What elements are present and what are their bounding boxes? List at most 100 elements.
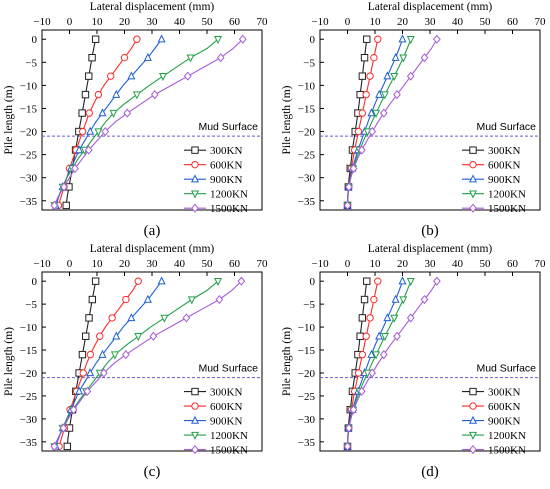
series-900KN: [343, 34, 407, 209]
data-point: [69, 405, 78, 415]
data-point: [122, 295, 130, 304]
chart-panel-4: −10 0 10 20 30 40 50 60 70 0 −5 −10 −15 −20 −25 −30 −35 L…: [281, 243, 546, 480]
y-tick-label: −15: [298, 345, 316, 357]
data-point: [366, 314, 374, 322]
series-line: [346, 280, 438, 447]
series-line: [53, 280, 219, 447]
x-tick-label: −10: [311, 258, 329, 270]
data-point: [75, 386, 84, 395]
legend-marker: [191, 444, 199, 455]
legend-entry: 1500KN: [184, 203, 248, 215]
x-tick-label: 0: [67, 258, 73, 270]
data-point: [362, 332, 370, 340]
legend-marker: [469, 387, 477, 396]
series-1200KN: [343, 277, 415, 452]
data-point: [393, 331, 401, 341]
data-point: [370, 295, 378, 304]
data-point: [370, 53, 378, 62]
series-300KN: [343, 277, 371, 451]
data-point: [368, 368, 377, 378]
mud-surface-label: Mud Surface: [476, 121, 536, 133]
y-tick-label: −10: [20, 322, 38, 334]
x-tick-label: −10: [33, 258, 51, 270]
series-line: [346, 39, 379, 206]
legend-entry: 900KN: [184, 416, 242, 428]
x-tick-label: 30: [425, 16, 437, 28]
data-point: [127, 313, 136, 322]
y-tick-label: −20: [20, 127, 38, 139]
data-point: [85, 72, 93, 80]
y-tick-label: −30: [20, 414, 38, 426]
legend-entry: 600KN: [462, 160, 520, 172]
chart-panel-2: −10 0 10 20 30 40 50 60 70 0 −5 −10 −15 −20 −25 −30 −35 L…: [281, 1, 546, 239]
y-tick-label: −35: [20, 437, 38, 449]
data-point: [110, 351, 119, 360]
data-point: [134, 277, 142, 285]
y-tick-label: −35: [298, 437, 316, 449]
x-tick-label: −10: [311, 16, 329, 28]
legend-entry: 1200KN: [184, 189, 248, 201]
x-tick-label: 10: [370, 258, 382, 270]
x-tick-label: 30: [147, 258, 159, 270]
series-line: [346, 281, 404, 447]
legend-label: 1200KN: [488, 430, 526, 442]
legend-label: 900KN: [210, 416, 242, 428]
data-point: [354, 369, 363, 377]
legend-label: 1200KN: [210, 430, 248, 442]
series-1200KN: [50, 36, 223, 211]
data-point: [398, 34, 407, 43]
x-tick-label: 60: [229, 16, 241, 28]
data-point: [143, 52, 152, 61]
y-tick-label: −25: [298, 150, 316, 162]
x-tick-label: 50: [202, 16, 214, 28]
chart-panel-3: −10 0 10 20 30 40 50 60 70 0 −5 −10 −15 −20 −25 −30 −35 L…: [3, 243, 268, 480]
data-point: [107, 72, 115, 80]
legend-label: 600KN: [488, 160, 520, 172]
data-point: [360, 295, 369, 304]
series-line: [346, 39, 368, 206]
legend-marker: [469, 203, 477, 213]
series-1500KN: [343, 276, 441, 451]
x-tick-label: 30: [147, 16, 159, 28]
x-tick-label: 40: [452, 258, 464, 270]
data-point: [399, 54, 408, 63]
x-axis-title: Lateral displacement (mm): [90, 243, 215, 255]
x-tick-label: 20: [119, 258, 131, 270]
series-300KN: [62, 35, 100, 210]
y-tick-label: −30: [298, 173, 316, 185]
x-tick-label: 70: [535, 258, 547, 270]
data-point: [356, 332, 364, 340]
y-tick-label: −5: [25, 299, 37, 311]
data-point: [149, 331, 158, 341]
y-tick-label: −25: [298, 391, 316, 403]
series-1200KN: [343, 36, 415, 211]
data-point: [112, 331, 121, 340]
x-tick-label: 60: [507, 16, 519, 28]
x-tick-label: 40: [174, 16, 186, 28]
legend-entry: 1200KN: [462, 189, 526, 201]
data-point: [406, 71, 415, 81]
legend-marker: [190, 431, 200, 440]
data-point: [391, 294, 400, 303]
legend-label: 300KN: [210, 387, 242, 399]
y-tick-label: −30: [20, 173, 38, 185]
data-point: [349, 163, 358, 174]
data-point: [343, 441, 352, 451]
y-tick-label: −10: [298, 322, 316, 334]
data-point: [383, 71, 392, 80]
data-point: [78, 350, 87, 359]
data-point: [88, 295, 97, 304]
data-point: [357, 386, 366, 396]
x-axis-title: Lateral displacement (mm): [368, 1, 493, 13]
series-900KN: [51, 276, 166, 450]
data-point: [433, 34, 441, 44]
legend-entry: 300KN: [184, 145, 242, 157]
data-point: [358, 109, 367, 117]
series-900KN: [343, 276, 407, 450]
x-tick-label: 30: [425, 258, 437, 270]
legend-entry: 300KN: [462, 145, 520, 157]
panel-label: (a): [144, 223, 161, 239]
data-point: [367, 108, 376, 117]
y-axis-title: Pile length (m): [3, 327, 15, 396]
x-tick-label: 70: [257, 258, 269, 270]
